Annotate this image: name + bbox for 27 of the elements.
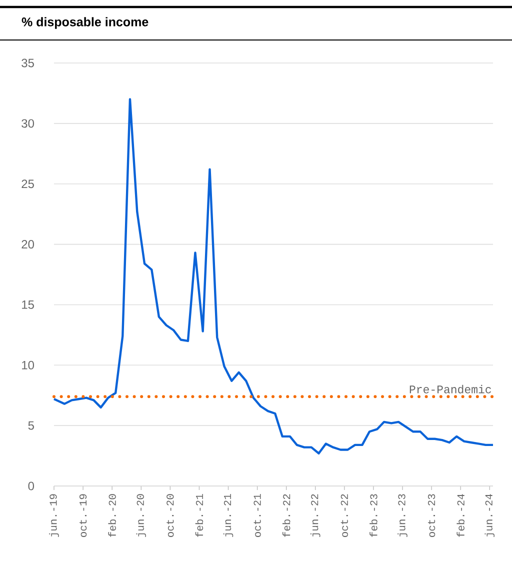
- x-tick-label: jun.-24: [484, 494, 495, 538]
- line-series: [52, 98, 494, 454]
- x-tick-label: feb.-24: [456, 494, 464, 537]
- x-tick-label: feb.-21: [195, 494, 204, 537]
- x-tick-label: jun.-20: [136, 494, 146, 538]
- x-tick-label: jun.-19: [49, 494, 59, 538]
- y-tick-label: 5: [28, 421, 34, 430]
- ref-line-label: Pre-Pandemic: [410, 384, 491, 394]
- x-tick-label: feb.-23: [370, 494, 378, 537]
- x-tick-label: oct.-20: [166, 494, 174, 537]
- x-tick-label: feb.-20: [108, 494, 116, 537]
- x-tick-label: jun.-21: [223, 494, 234, 538]
- x-tick-label: oct.-21: [254, 494, 261, 537]
- y-tick-label: 0: [28, 482, 34, 490]
- x-tick-label: oct.-19: [79, 494, 87, 537]
- y-tick-label: 35: [22, 58, 34, 68]
- x-tick-label: feb.-22: [282, 494, 290, 537]
- y-tick-label: 15: [22, 300, 34, 309]
- x-tick-label: jun.-22: [310, 494, 320, 538]
- y-tick-label: 30: [22, 119, 34, 128]
- y-tick-label: 25: [22, 180, 34, 188]
- x-tick-label: oct.-22: [340, 494, 348, 537]
- chart-title: % disposable income: [22, 17, 148, 29]
- y-tick-label: 10: [22, 360, 34, 370]
- x-tick-label: jun.-23: [398, 494, 408, 538]
- x-tick-label: oct.-23: [428, 494, 436, 537]
- y-tick-label: 20: [22, 240, 34, 249]
